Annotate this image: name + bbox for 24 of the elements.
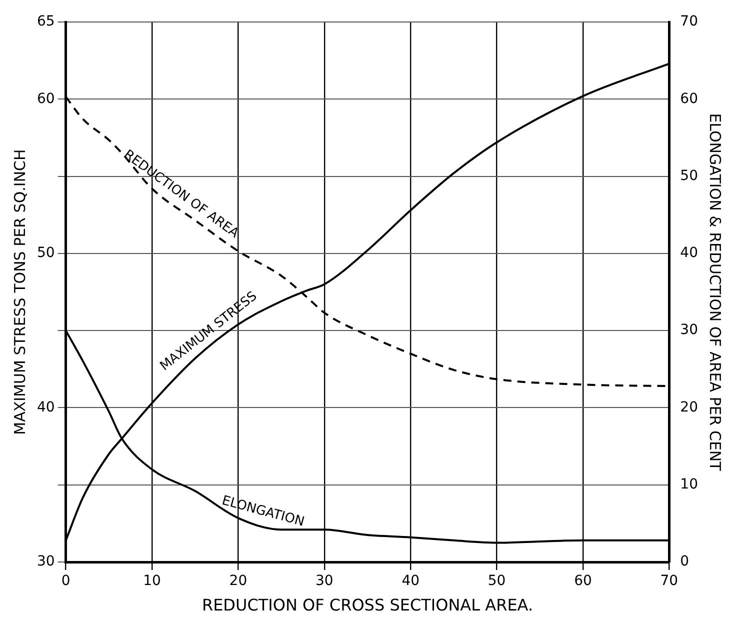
x-tick-label: 30 [315, 573, 334, 590]
y2-tick-label: 50 [680, 168, 698, 184]
y-tick-label: 30 [36, 554, 55, 570]
x-axis-title: REDUCTION OF CROSS SECTIONAL AREA. [202, 596, 534, 615]
y2-tick-label: 60 [680, 90, 698, 107]
y2-tick-label: 40 [680, 245, 698, 262]
y2-tick-label: 30 [680, 322, 698, 338]
y-tick-label: 50 [36, 245, 55, 262]
y2-tick-label: 20 [680, 399, 698, 416]
y2-tick-label: 10 [680, 476, 698, 492]
y-tick-label: 40 [36, 399, 55, 416]
x-tick-label: 10 [143, 573, 161, 590]
x-tick-label: 70 [660, 573, 678, 590]
y-tick-label: 65 [36, 14, 55, 30]
x-tick-label: 40 [402, 573, 420, 590]
x-tick-label: 50 [488, 573, 506, 590]
y2-tick-label: 70 [680, 14, 698, 30]
y-tick-label: 60 [36, 90, 55, 107]
x-tick-label: 60 [574, 573, 592, 590]
y2-axis-title: ELONGATION & REDUCTION OF AREA PER CENT [706, 113, 724, 472]
y2-tick-label: 0 [680, 554, 690, 570]
y-axis-title: MAXIMUM STRESS TONS PER SQ.INCH [10, 149, 29, 435]
x-tick-label: 20 [229, 573, 248, 590]
x-tick-label: 0 [61, 573, 70, 590]
